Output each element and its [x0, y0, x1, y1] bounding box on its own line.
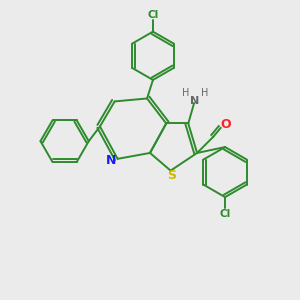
Text: N: N	[190, 96, 199, 106]
Text: Cl: Cl	[147, 10, 159, 20]
Text: N: N	[106, 154, 116, 167]
Text: H: H	[201, 88, 208, 98]
Text: H: H	[182, 88, 189, 98]
Text: O: O	[221, 118, 231, 131]
Text: Cl: Cl	[220, 209, 231, 219]
Text: S: S	[168, 169, 177, 182]
